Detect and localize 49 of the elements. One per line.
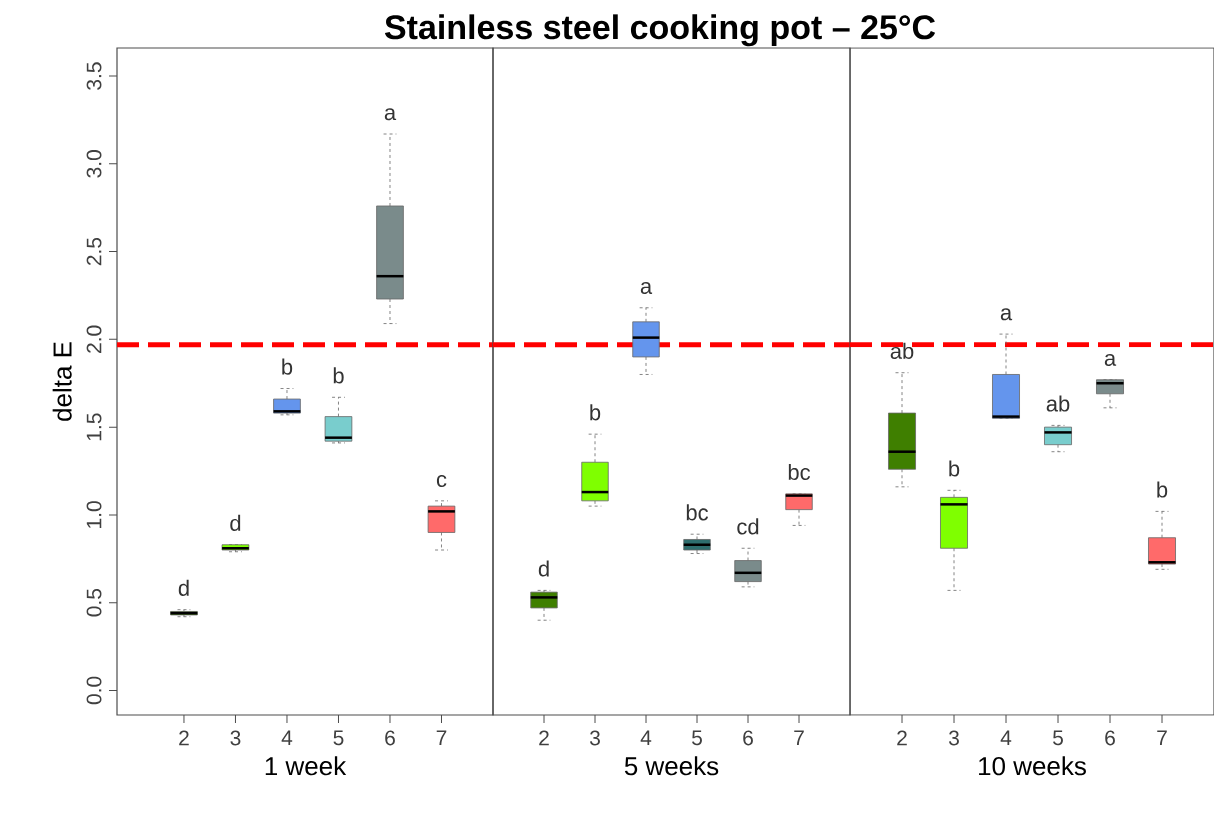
x-tick-label: 6 [743, 730, 753, 746]
annotation: c [436, 475, 447, 488]
annotation: b [282, 358, 293, 375]
y-tick-label: 0.0 [86, 676, 102, 705]
y-tick-label: 3.0 [86, 150, 102, 178]
x-tick-label: 4 [640, 730, 652, 745]
x-tick-label: 7 [1157, 730, 1167, 745]
annotation: bc [686, 504, 709, 521]
x-tick-label: 4 [281, 730, 293, 745]
y-tick-label: 2.5 [86, 237, 102, 266]
annotation: d [178, 579, 189, 596]
x-tick-label: 2 [179, 730, 189, 746]
y-tick-label: 1.5 [86, 413, 102, 441]
x-axis-title: 1 week [265, 756, 347, 776]
chart-title: Stainless steel cooking pot – 25°C [384, 14, 936, 47]
annotation: ab [1046, 395, 1070, 412]
y-axis-title: delta E [52, 342, 72, 421]
x-tick-label: 7 [794, 730, 804, 745]
x-tick-label: 5 [692, 730, 702, 746]
annotation: bc [788, 463, 811, 481]
x-axis-title: 10 weeks [979, 756, 1086, 776]
annotation: d [538, 560, 549, 577]
annotation: a [1104, 353, 1117, 366]
y-tick-label: 3.5 [86, 62, 102, 90]
annotation: b [333, 367, 344, 384]
annotation: d [230, 514, 241, 531]
x-tick-label: 7 [436, 730, 447, 745]
annotation: a [640, 281, 653, 294]
x-tick-label: 5 [333, 730, 344, 746]
x-tick-label: 3 [230, 730, 241, 746]
x-tick-label: 2 [539, 730, 549, 746]
annotation: cd [737, 518, 759, 535]
y-tick-label: 2.0 [86, 325, 102, 353]
y-tick-label: 0.5 [86, 588, 102, 617]
x-tick-label: 4 [1000, 730, 1012, 745]
annotation: a [384, 108, 397, 121]
x-tick-label: 3 [948, 730, 959, 746]
annotation: a [1000, 308, 1013, 321]
x-axis-title: 5 weeks [624, 756, 719, 776]
annotation: ab [890, 342, 914, 359]
x-tick-label: 6 [385, 730, 395, 746]
x-tick-label: 3 [589, 730, 600, 746]
x-tick-label: 5 [1053, 730, 1063, 746]
x-tick-label: 2 [897, 730, 907, 746]
annotation: b [949, 460, 960, 477]
y-tick-label: 1.0 [86, 501, 102, 528]
x-tick-label: 6 [1105, 730, 1115, 746]
annotation: b [1157, 481, 1168, 498]
annotation: b [590, 404, 601, 421]
